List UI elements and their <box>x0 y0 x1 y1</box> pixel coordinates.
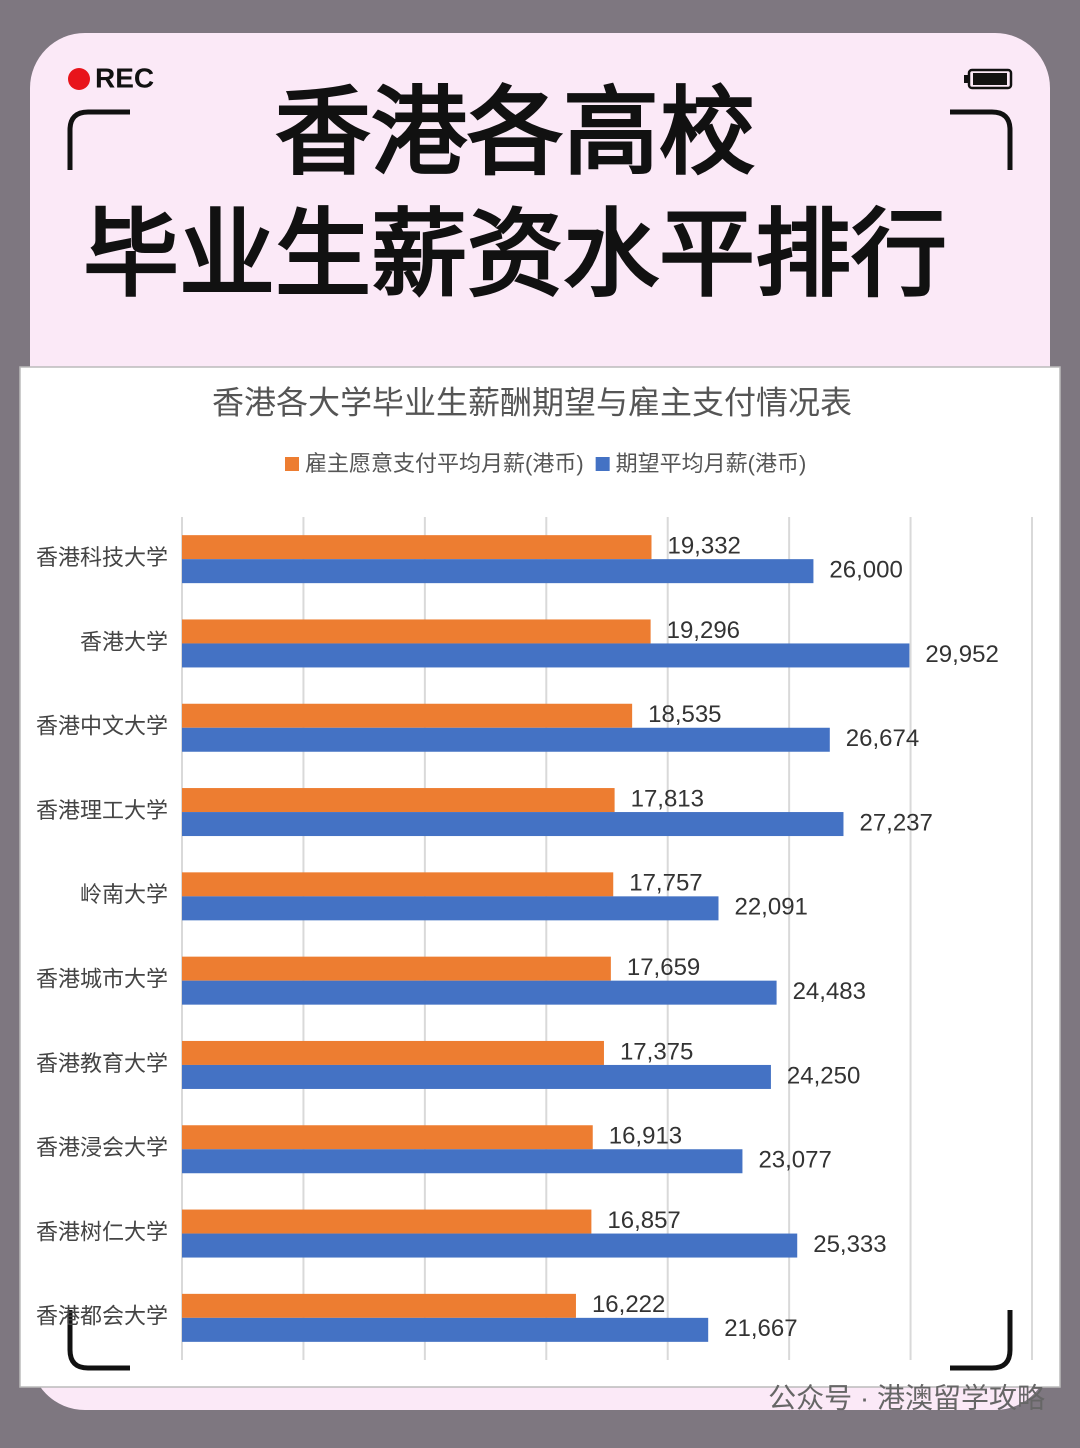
poster-title: 香港各高校 <box>275 79 755 186</box>
bar <box>182 1040 604 1065</box>
y-tick-label: 香港中文大学 <box>36 714 168 739</box>
poster-title: 毕业生薪资水平排行 <box>83 201 947 308</box>
value-label: 25,333 <box>813 1231 886 1258</box>
bar <box>182 619 651 644</box>
bar <box>182 788 615 813</box>
bar <box>182 872 614 897</box>
value-label: 17,659 <box>627 954 700 981</box>
y-tick-label: 香港城市大学 <box>36 966 168 991</box>
legend-label: 期望平均月薪(港币) <box>616 451 807 476</box>
corner-brackets <box>67 109 1013 1371</box>
value-label: 23,077 <box>758 1147 831 1174</box>
value-label: 21,667 <box>724 1315 797 1342</box>
bar <box>182 1233 798 1258</box>
chart-title: 香港各大学毕业生薪酬期望与雇主支付情况表 <box>212 384 852 420</box>
legend-swatch <box>285 457 299 471</box>
bar <box>182 1293 576 1318</box>
rec-dot <box>68 68 90 90</box>
bar <box>182 1125 593 1150</box>
value-label: 16,857 <box>607 1207 680 1234</box>
y-tick-label: 香港理工大学 <box>36 798 168 823</box>
y-tick-label: 香港都会大学 <box>36 1304 168 1329</box>
y-tick-label: 香港科技大学 <box>36 545 168 570</box>
y-tick-label: 香港浸会大学 <box>36 1135 168 1160</box>
value-label: 26,000 <box>829 556 902 583</box>
bar <box>182 1317 709 1342</box>
value-label: 26,674 <box>846 725 919 752</box>
bar <box>182 1064 771 1089</box>
y-tick-label: 香港大学 <box>80 629 168 654</box>
bar <box>182 559 814 584</box>
y-tick-label: 岭南大学 <box>80 882 168 907</box>
value-label: 24,483 <box>793 978 866 1005</box>
bar <box>182 1149 743 1174</box>
bar <box>182 956 611 981</box>
rec-label: REC <box>95 62 154 93</box>
bar <box>182 727 830 752</box>
bar <box>182 643 910 668</box>
y-tick-label: 香港树仁大学 <box>36 1219 168 1244</box>
footer: 公众号 · 港澳留学攻略 <box>768 1382 1045 1413</box>
y-tick-label: 香港教育大学 <box>36 1051 168 1076</box>
bar <box>182 980 777 1005</box>
value-label: 29,952 <box>925 641 998 668</box>
value-label: 24,250 <box>787 1062 860 1089</box>
bar <box>182 812 844 837</box>
value-label: 27,237 <box>859 809 932 836</box>
value-label: 16,222 <box>592 1291 665 1318</box>
value-label: 19,296 <box>667 617 740 644</box>
value-label: 18,535 <box>648 701 721 728</box>
battery <box>964 68 1013 90</box>
legend-swatch <box>595 457 610 471</box>
value-label: 17,757 <box>629 870 702 897</box>
bar <box>182 535 652 560</box>
value-label: 17,813 <box>631 785 704 812</box>
bar <box>182 896 719 921</box>
value-label: 22,091 <box>734 894 807 921</box>
legend-label: 雇主愿意支付平均月薪(港币) <box>305 451 584 476</box>
bar <box>182 703 633 728</box>
value-label: 16,913 <box>609 1123 682 1150</box>
value-label: 17,375 <box>620 1038 693 1065</box>
value-label: 19,332 <box>667 532 740 559</box>
bar <box>182 1209 592 1234</box>
